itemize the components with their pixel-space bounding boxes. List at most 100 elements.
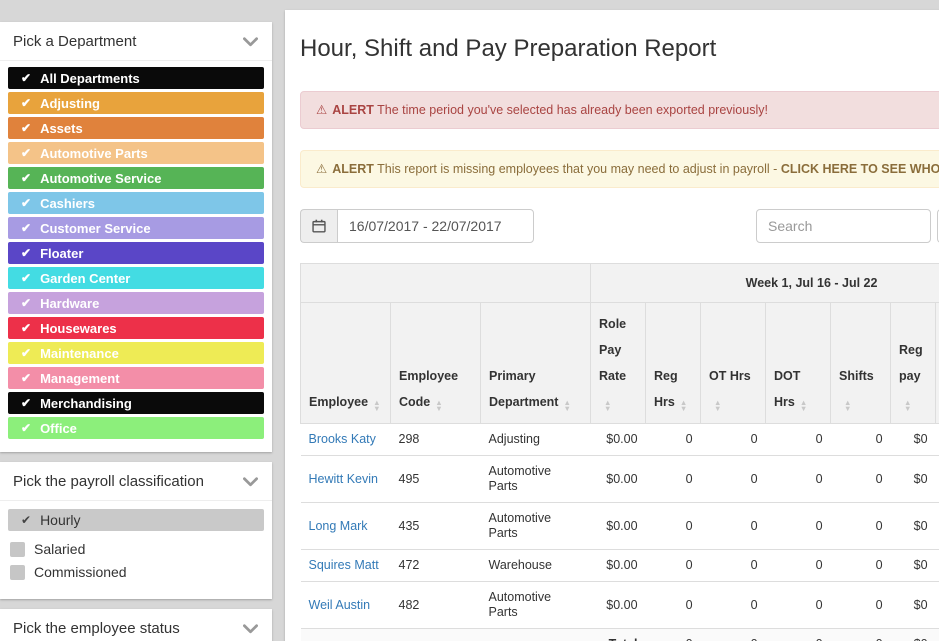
total-cell [300,628,391,641]
column-header-role-pay-rate[interactable]: Role Pay Rate ▲ ▼ [590,302,647,424]
department-item-all-departments[interactable]: ✔ All Departments [8,67,264,89]
department-item-automotive-service[interactable]: ✔ Automotive Service [8,167,264,189]
department-label: All Departments [40,70,140,86]
employee-cell: Brooks Katy [300,423,391,456]
department-label: Management [40,370,120,386]
check-icon: ✔ [21,96,32,110]
warning-icon: ⚠ [316,162,328,176]
payroll-label: Hourly [40,512,81,528]
department-item-adjusting[interactable]: ✔ Adjusting [8,92,264,114]
sidebar: Pick a Department ✔ All Departments ✔ Adjus… [0,22,272,641]
sort-icon[interactable]: ▲ ▼ [563,398,571,413]
daterange-input[interactable] [337,209,534,243]
alert-exported: ⚠ ALERT The time period you've selected h… [300,91,939,129]
department-label: Automotive Service [40,170,162,186]
employee-link[interactable]: Squires Matt [308,558,379,572]
table-cell: 0 [830,455,891,503]
department-label: Adjusting [40,95,100,111]
table-cell: 0 [645,549,701,582]
table-cell: Automotive Parts [480,455,591,503]
toolbar: ↻ ☰ [300,209,939,243]
sort-icon[interactable]: ▲ ▼ [604,398,612,413]
employee-link[interactable]: Weil Austin [308,597,371,612]
status-filter-header[interactable]: Pick the employee status [0,609,272,641]
column-header-shifts[interactable]: Shifts ▲ ▼ [830,302,892,424]
table-total-row: Total0000$0 [300,628,939,641]
department-filter-header[interactable]: Pick a Department [0,22,272,61]
status-filter-card: Pick the employee status [0,609,272,641]
report-panel: Hour, Shift and Pay Preparation Report ⚠… [285,10,939,641]
check-icon: ✔ [21,196,32,210]
table-row: Brooks Katy 298 Adjusting $0.00 0 0 0 0 $0 [300,423,939,456]
table-cell: $0.00 [590,423,646,456]
department-item-hardware[interactable]: ✔ Hardware [8,292,264,314]
payroll-option-commissioned[interactable]: Commissioned [10,564,264,580]
column-header-label: DOT Hrs [774,369,801,409]
sort-icon[interactable]: ▲ ▼ [714,398,722,413]
department-item-cashiers[interactable]: ✔ Cashiers [8,192,264,214]
table-cell: 0 [830,423,891,456]
chevron-down-icon [243,36,258,46]
total-cell: 0 [700,628,766,641]
table-cell: $0 [890,549,936,582]
department-item-automotive-parts[interactable]: ✔ Automotive Parts [8,142,264,164]
check-icon: ✔ [21,246,32,260]
payroll-filter-header[interactable]: Pick the payroll classification [0,462,272,501]
employee-cell: Squires Matt [300,549,391,582]
column-header-label: Employee Code [399,369,459,409]
department-item-merchandising[interactable]: ✔ Merchandising [8,392,264,414]
column-header-spacer [935,302,939,424]
column-header-dot-hrs[interactable]: DOT Hrs ▲ ▼ [765,302,832,424]
employee-cell: Weil Austin [300,581,391,629]
column-header-employee-code[interactable]: Employee Code ▲ ▼ [390,302,481,424]
table-cell: $0.00 [590,455,646,503]
department-item-maintenance[interactable]: ✔ Maintenance [8,342,264,364]
department-item-garden-center[interactable]: ✔ Garden Center [8,267,264,289]
spacer-cell [935,581,939,629]
employee-link[interactable]: Brooks Katy [308,432,376,446]
checkbox-icon [10,564,25,580]
sort-icon[interactable]: ▲ ▼ [904,398,912,413]
table-cell: 0 [645,502,701,550]
department-item-assets[interactable]: ✔ Assets [8,117,264,139]
payroll-option-hourly[interactable]: ✔ Hourly [8,509,264,531]
sort-icon[interactable]: ▲ ▼ [373,398,381,413]
employee-link[interactable]: Hewitt Kevin [308,471,378,486]
department-item-management[interactable]: ✔ Management [8,367,264,389]
column-header-employee[interactable]: Employee ▲ ▼ [300,302,391,424]
department-item-floater[interactable]: ✔ Floater [8,242,264,264]
table-cell: 0 [765,581,831,629]
check-icon: ✔ [21,396,32,410]
sort-icon[interactable]: ▲ ▼ [799,398,808,413]
table-cell: $0.00 [590,549,646,582]
sort-icon[interactable]: ▲ ▼ [435,398,443,413]
column-header-label: Reg Hrs [654,369,678,409]
column-header-reg-hrs[interactable]: Reg Hrs ▲ ▼ [645,302,702,424]
column-header-primary-department[interactable]: Primary Department ▲ ▼ [479,302,592,424]
department-item-customer-service[interactable]: ✔ Customer Service [8,217,264,239]
calendar-icon[interactable] [300,209,337,243]
payroll-option-salaried[interactable]: Salaried [10,541,264,557]
sort-icon[interactable]: ▲ ▼ [679,398,688,413]
chevron-down-icon [243,476,258,486]
search-input[interactable] [756,209,931,243]
table-cell: $0 [890,423,936,456]
table-cell: Warehouse [480,549,591,582]
sort-icon[interactable]: ▲ ▼ [844,398,852,413]
employee-link[interactable]: Long Mark [308,518,368,533]
department-item-housewares[interactable]: ✔ Housewares [8,317,264,339]
department-item-office[interactable]: ✔ Office [8,417,264,439]
check-icon: ✔ [21,421,32,435]
table-cell: 0 [830,581,891,629]
table-group-blank [299,263,592,303]
table-cell: Adjusting [480,423,591,456]
column-header-reg-pay[interactable]: Reg pay ▲ ▼ [890,302,937,424]
report-table: Week 1, Jul 16 - Jul 22 Employee ▲ ▼ Employe… [299,263,939,641]
column-header-ot-hrs[interactable]: OT Hrs ▲ ▼ [700,302,767,424]
spacer-cell [935,423,939,456]
check-icon: ✔ [21,296,32,310]
table-row: Weil Austin 482 Automotive Parts $0.00 0 0 0 0 $… [300,581,939,629]
chevron-down-icon [243,623,258,633]
see-who-link[interactable]: CLICK HERE TO SEE WHO [780,162,939,176]
table-cell: Automotive Parts [480,502,591,550]
